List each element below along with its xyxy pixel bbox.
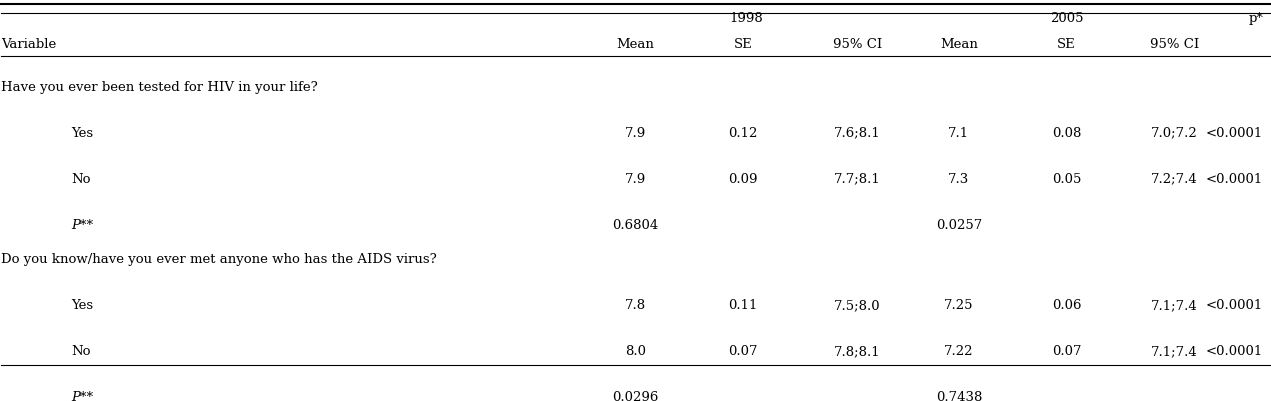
Text: 0.06: 0.06 xyxy=(1052,298,1082,311)
Text: 95% CI: 95% CI xyxy=(1150,38,1199,51)
Text: 7.1;7.4: 7.1;7.4 xyxy=(1152,298,1197,311)
Text: 7.6;8.1: 7.6;8.1 xyxy=(834,126,881,139)
Text: <0.0001: <0.0001 xyxy=(1206,298,1263,311)
Text: 0.11: 0.11 xyxy=(728,298,758,311)
Text: 7.22: 7.22 xyxy=(944,344,974,357)
Text: 7.1;7.4: 7.1;7.4 xyxy=(1152,344,1197,357)
Text: Yes: Yes xyxy=(71,126,93,139)
Text: 7.5;8.0: 7.5;8.0 xyxy=(834,298,881,311)
Text: 7.1: 7.1 xyxy=(948,126,970,139)
Text: <0.0001: <0.0001 xyxy=(1206,172,1263,185)
Text: SE: SE xyxy=(1057,38,1077,51)
Text: 0.6804: 0.6804 xyxy=(613,218,658,231)
Text: p*: p* xyxy=(1248,12,1263,25)
Text: Mean: Mean xyxy=(941,38,977,51)
Text: 0.09: 0.09 xyxy=(728,172,758,185)
Text: Yes: Yes xyxy=(71,298,93,311)
Text: 7.9: 7.9 xyxy=(625,172,646,185)
Text: 7.3: 7.3 xyxy=(948,172,970,185)
Text: P**: P** xyxy=(71,390,93,401)
Text: No: No xyxy=(71,344,90,357)
Text: 8.0: 8.0 xyxy=(625,344,646,357)
Text: 0.12: 0.12 xyxy=(728,126,758,139)
Text: 7.2;7.4: 7.2;7.4 xyxy=(1152,172,1197,185)
Text: 0.07: 0.07 xyxy=(1052,344,1082,357)
Text: Do you know/have you ever met anyone who has the AIDS virus?: Do you know/have you ever met anyone who… xyxy=(1,252,437,265)
Text: 0.05: 0.05 xyxy=(1052,172,1082,185)
Text: Have you ever been tested for HIV in your life?: Have you ever been tested for HIV in you… xyxy=(1,80,318,93)
Text: Mean: Mean xyxy=(616,38,655,51)
Text: 7.8;8.1: 7.8;8.1 xyxy=(834,344,881,357)
Text: 2005: 2005 xyxy=(1050,12,1083,25)
Text: 0.08: 0.08 xyxy=(1052,126,1082,139)
Text: 1998: 1998 xyxy=(730,12,764,25)
Text: No: No xyxy=(71,172,90,185)
Text: 0.0257: 0.0257 xyxy=(935,218,982,231)
Text: 7.7;8.1: 7.7;8.1 xyxy=(834,172,881,185)
Text: <0.0001: <0.0001 xyxy=(1206,126,1263,139)
Text: <0.0001: <0.0001 xyxy=(1206,344,1263,357)
Text: SE: SE xyxy=(733,38,752,51)
Text: 7.8: 7.8 xyxy=(625,298,646,311)
Text: Variable: Variable xyxy=(1,38,57,51)
Text: 7.25: 7.25 xyxy=(944,298,974,311)
Text: 0.7438: 0.7438 xyxy=(935,390,982,401)
Text: P**: P** xyxy=(71,218,93,231)
Text: 7.9: 7.9 xyxy=(625,126,646,139)
Text: 7.0;7.2: 7.0;7.2 xyxy=(1152,126,1197,139)
Text: 0.07: 0.07 xyxy=(728,344,758,357)
Text: 0.0296: 0.0296 xyxy=(613,390,658,401)
Text: 95% CI: 95% CI xyxy=(833,38,882,51)
